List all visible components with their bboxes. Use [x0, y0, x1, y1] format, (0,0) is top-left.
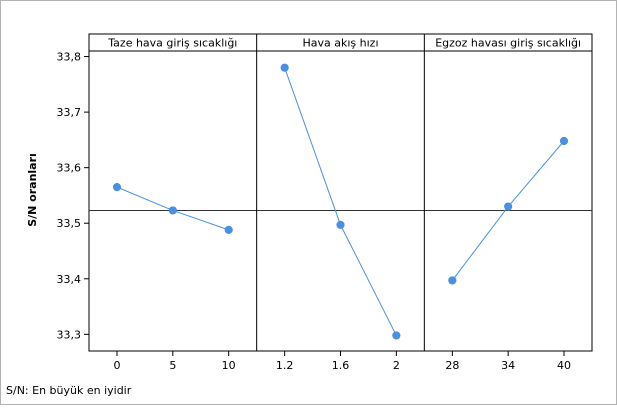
- y-tick-label: 33,7: [57, 106, 82, 119]
- data-point: [392, 331, 401, 340]
- x-tick-label: 10: [222, 359, 236, 372]
- y-tick-label: 33,5: [57, 217, 82, 230]
- x-tick-label: 1.2: [276, 359, 294, 372]
- y-tick-label: 33,3: [57, 328, 82, 341]
- x-tick-label: 1.6: [332, 359, 350, 372]
- x-tick-label: 5: [169, 359, 176, 372]
- x-tick-label: 28: [445, 359, 459, 372]
- data-point: [168, 206, 177, 215]
- x-tick-label: 40: [557, 359, 571, 372]
- y-tick-label: 33,6: [57, 162, 82, 175]
- data-point: [280, 63, 289, 72]
- y-axis-title: S/N oranları: [26, 153, 39, 227]
- data-point: [504, 202, 513, 211]
- y-tick-label: 33,8: [57, 51, 82, 64]
- x-tick-label: 0: [114, 359, 121, 372]
- x-tick-label: 34: [501, 359, 515, 372]
- panel-title: Egzoz havası giriş sıcaklığı: [435, 37, 581, 50]
- x-tick-label: 2: [393, 359, 400, 372]
- data-point: [224, 225, 233, 234]
- panel-title: Taze hava giriş sıcaklığı: [107, 37, 237, 50]
- panel-title: Hava akış hızı: [302, 37, 378, 50]
- data-point: [448, 276, 457, 285]
- y-tick-label: 33,4: [57, 273, 82, 286]
- data-point: [559, 136, 569, 146]
- data-point: [112, 183, 122, 192]
- footnote: S/N: En büyük en iyidir: [6, 384, 132, 397]
- data-point: [336, 220, 345, 229]
